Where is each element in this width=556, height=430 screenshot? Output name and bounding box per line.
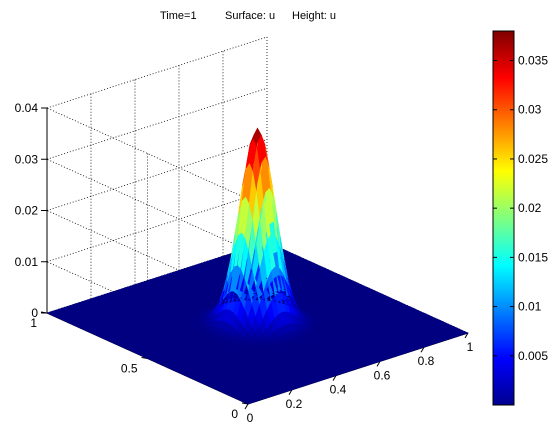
colorbar-tick-label: 0.02 bbox=[518, 201, 542, 215]
x-tick-label: 0 bbox=[247, 411, 254, 425]
axis-ticks: 0 0.01 0.02 0.03 0.04 0 0.2 0.4 0.6 0.8 … bbox=[15, 101, 474, 425]
x-tick-label: 1 bbox=[467, 340, 474, 354]
surface-mesh bbox=[46, 127, 469, 405]
x-tick-mark bbox=[244, 403, 249, 410]
colorbar-tick-label: 0.03 bbox=[518, 103, 542, 117]
title-surface: Surface: u bbox=[225, 10, 275, 22]
colorbar-tick-label: 0.035 bbox=[518, 54, 548, 68]
title-time: Time=1 bbox=[160, 10, 197, 22]
x-tick-mark bbox=[332, 375, 337, 381]
colorbar-tick-label: 0.01 bbox=[518, 300, 542, 314]
grid-line-z-left bbox=[46, 158, 249, 251]
x-tick-mark bbox=[420, 346, 425, 353]
x-tick-label: 0.8 bbox=[418, 354, 435, 368]
x-tick-mark bbox=[464, 332, 469, 339]
x-tick-label: 0.2 bbox=[286, 397, 303, 411]
z-tick-label: 0.03 bbox=[15, 152, 39, 166]
x-tick-mark bbox=[376, 361, 381, 367]
z-tick-label: 0.01 bbox=[15, 255, 39, 269]
y-tick-label: 0.5 bbox=[121, 362, 138, 376]
grid-line-z-back bbox=[46, 36, 268, 109]
colorbar-ticks: 0.005 0.01 0.015 0.02 0.025 0.03 0.035 bbox=[518, 54, 548, 363]
grid-line-z-back bbox=[46, 190, 268, 263]
colorbar-tick-label: 0.025 bbox=[518, 152, 548, 166]
surface-patch bbox=[459, 331, 469, 335]
grid-line-z-back bbox=[46, 139, 268, 211]
z-tick-label: 0.04 bbox=[15, 101, 39, 115]
colorbar-tick-label: 0.005 bbox=[518, 349, 548, 363]
z-tick-label: 0 bbox=[31, 306, 38, 320]
y-tick-label: 1 bbox=[30, 316, 37, 330]
x-tick-mark bbox=[288, 389, 293, 396]
title-height: Height: u bbox=[292, 10, 336, 22]
x-tick-label: 0.4 bbox=[330, 383, 347, 397]
colorbar-gradient bbox=[492, 30, 515, 406]
x-tick-label: 0.6 bbox=[374, 368, 391, 382]
y-tick-label: 0 bbox=[231, 407, 238, 421]
colorbar-tick-label: 0.015 bbox=[518, 250, 548, 264]
grid-line-z-left bbox=[46, 107, 249, 200]
z-tick-label: 0.02 bbox=[15, 204, 39, 218]
colorbar: 0.005 0.01 0.015 0.02 0.025 0.03 0.035 bbox=[492, 30, 548, 406]
grid-line-z-back bbox=[46, 87, 268, 160]
